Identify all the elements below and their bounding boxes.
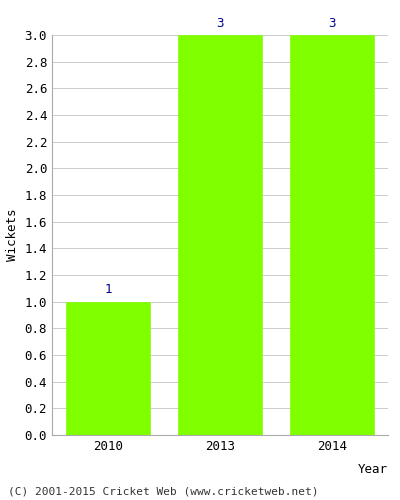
Bar: [290, 35, 374, 435]
Text: 3: 3: [328, 16, 336, 30]
Text: 1: 1: [104, 284, 112, 296]
Bar: [66, 302, 150, 435]
Text: Year: Year: [358, 463, 388, 476]
Y-axis label: Wickets: Wickets: [6, 209, 19, 261]
Text: (C) 2001-2015 Cricket Web (www.cricketweb.net): (C) 2001-2015 Cricket Web (www.cricketwe…: [8, 487, 318, 497]
Text: 3: 3: [216, 16, 224, 30]
Bar: [178, 35, 262, 435]
